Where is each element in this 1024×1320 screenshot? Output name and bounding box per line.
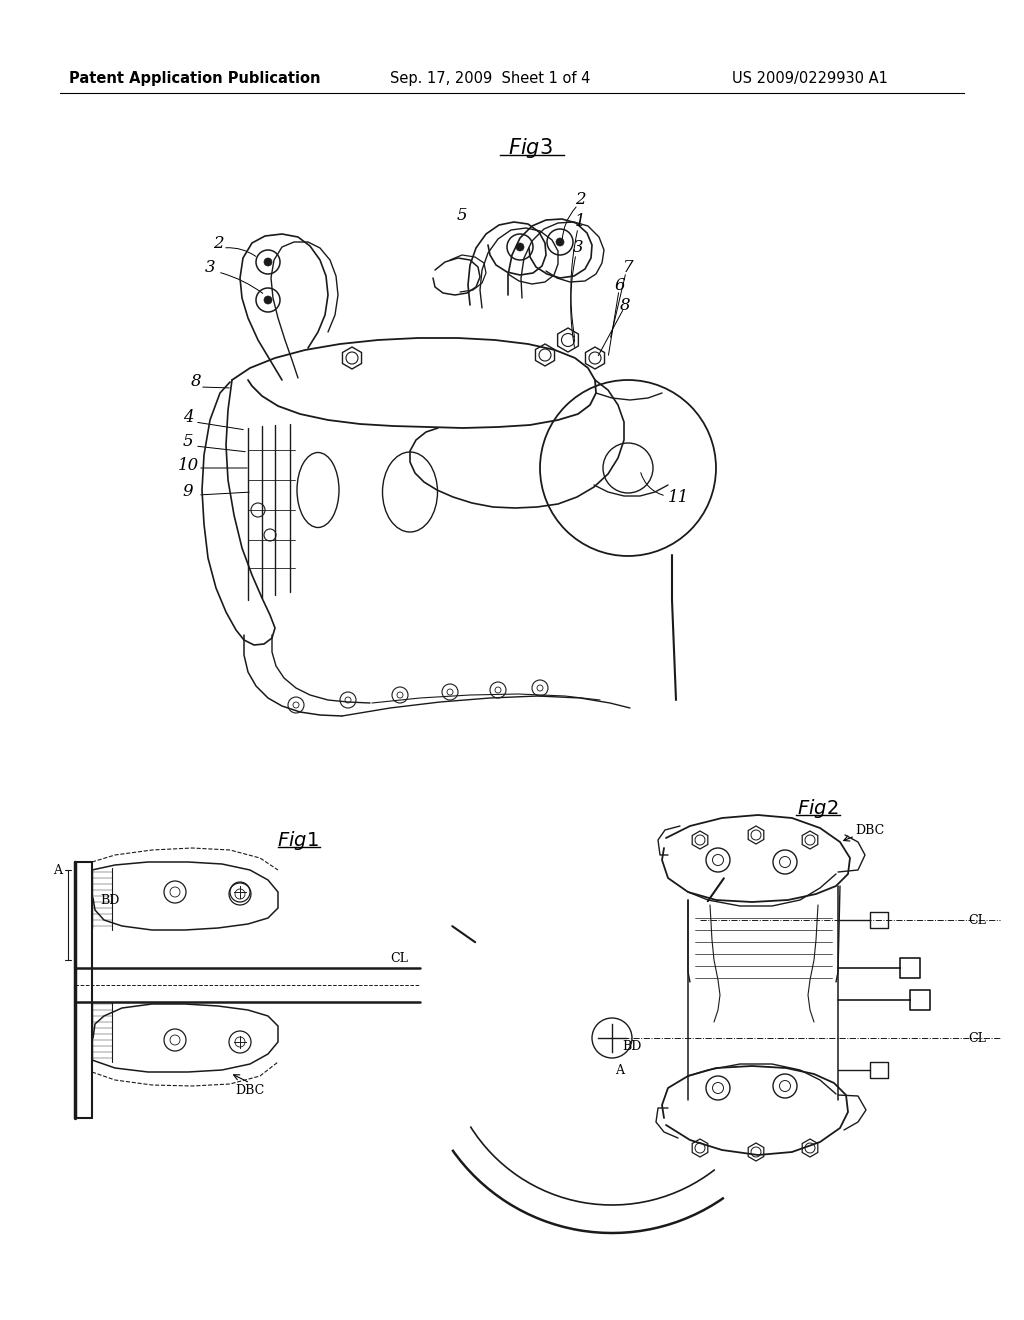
Text: CL: CL	[968, 1031, 986, 1044]
Text: 8: 8	[190, 374, 202, 391]
Text: $\it{Fig}$$\it{2}$: $\it{Fig}$$\it{2}$	[798, 796, 839, 820]
Text: Patent Application Publication: Patent Application Publication	[70, 70, 321, 86]
Text: DBC: DBC	[855, 824, 885, 837]
Text: 2: 2	[574, 191, 586, 209]
Text: 5: 5	[457, 206, 467, 223]
Text: 11: 11	[668, 490, 689, 507]
Text: BD: BD	[623, 1040, 642, 1052]
Text: Sep. 17, 2009  Sheet 1 of 4: Sep. 17, 2009 Sheet 1 of 4	[390, 70, 590, 86]
Circle shape	[516, 243, 524, 251]
Text: 10: 10	[177, 457, 199, 474]
Text: CL: CL	[968, 913, 986, 927]
Text: A: A	[615, 1064, 625, 1077]
Text: 4: 4	[182, 409, 194, 426]
Text: 3: 3	[205, 260, 215, 276]
Text: US 2009/0229930 A1: US 2009/0229930 A1	[732, 70, 888, 86]
Text: 1: 1	[574, 214, 586, 231]
Text: 8: 8	[620, 297, 631, 314]
Text: 3: 3	[572, 239, 584, 256]
Text: CL: CL	[390, 952, 408, 965]
Text: 2: 2	[213, 235, 223, 252]
Text: $\it{Fig}$$\it{1}$: $\it{Fig}$$\it{1}$	[278, 829, 318, 851]
Text: 5: 5	[182, 433, 194, 450]
Text: $\it{Fig}$$\it{3}$: $\it{Fig}$$\it{3}$	[508, 136, 552, 160]
Text: 9: 9	[182, 483, 194, 500]
Text: 7: 7	[623, 260, 633, 276]
Text: BD: BD	[100, 894, 120, 907]
Text: A: A	[53, 863, 62, 876]
Circle shape	[264, 257, 272, 267]
Text: 6: 6	[614, 276, 626, 293]
Text: DBC: DBC	[236, 1084, 264, 1097]
Circle shape	[264, 296, 272, 304]
Circle shape	[556, 238, 564, 246]
